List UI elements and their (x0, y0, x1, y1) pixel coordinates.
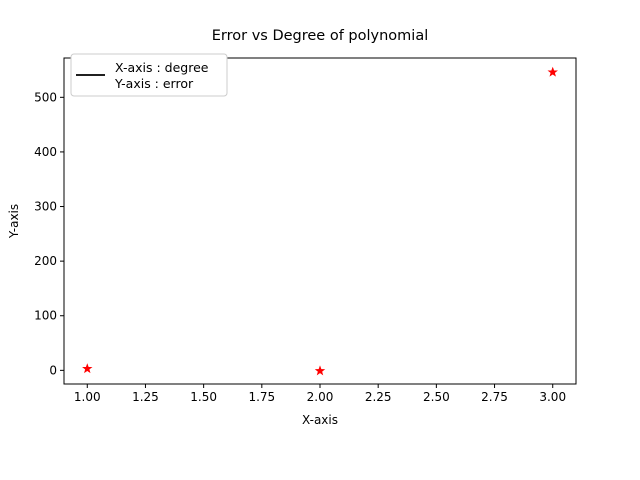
x-tick-label: 2.00 (307, 390, 334, 404)
x-tick-label: 2.50 (423, 390, 450, 404)
legend-entry-error: Y-axis : error (114, 76, 194, 91)
plot-area (63, 57, 577, 385)
data-point (314, 365, 326, 376)
legend-entry-degree: X-axis : degree (115, 60, 209, 75)
y-tick-label: 0 (49, 363, 57, 377)
legend-box (70, 53, 228, 97)
x-tick-label: 3.00 (539, 390, 566, 404)
y-tick-label: 400 (34, 145, 57, 159)
chart-title: Error vs Degree of polynomial (212, 28, 428, 44)
x-axis-label: X-axis (302, 413, 338, 427)
y-tick-label: 300 (34, 200, 57, 214)
data-point (82, 363, 93, 374)
x-tick-label: 1.75 (248, 390, 275, 404)
y-tick-label: 200 (34, 254, 57, 268)
y-tick-label: 100 (34, 309, 57, 323)
x-tick-label: 1.25 (132, 390, 159, 404)
x-tick-label: 1.50 (190, 390, 217, 404)
x-tick-label: 2.25 (365, 390, 392, 404)
y-tick-label: 500 (34, 90, 57, 104)
x-tick-label: 2.75 (481, 390, 508, 404)
x-axis: 1.00 1.25 1.50 1.75 2.00 2.25 2.50 2.75 3.00 (74, 384, 566, 404)
data-point (547, 66, 558, 77)
x-tick-label: 1.00 (74, 390, 101, 404)
data-points (82, 66, 558, 376)
y-axis-label: Y-axis (7, 204, 21, 239)
y-axis: 0 100 200 300 400 500 (34, 90, 64, 377)
plot-frame (63, 57, 577, 385)
legend: X-axis : degree Y-axis : error (70, 53, 228, 97)
